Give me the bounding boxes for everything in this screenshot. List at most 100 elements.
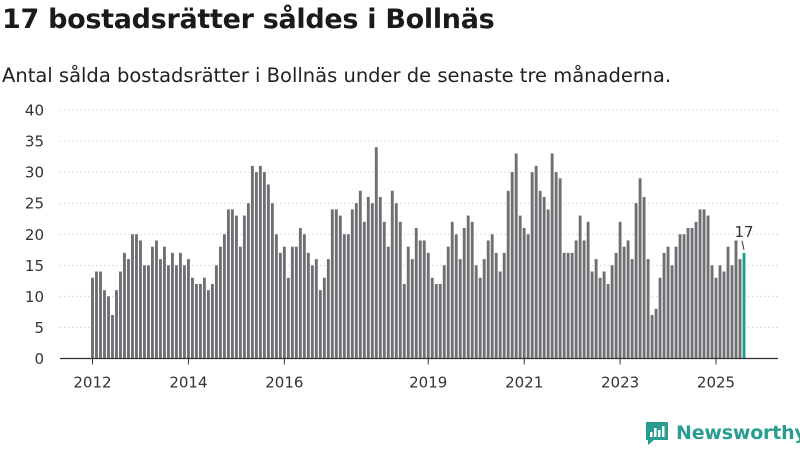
bar [210, 283, 214, 359]
y-tick-label: 10 [25, 288, 44, 306]
bar [610, 265, 614, 359]
bar [558, 178, 562, 359]
bar [406, 246, 410, 359]
bar [350, 209, 354, 359]
bar [226, 209, 230, 359]
bar [334, 209, 338, 359]
bar [354, 203, 358, 359]
bar [550, 153, 554, 359]
bar [726, 246, 730, 359]
bar [722, 271, 726, 359]
bar [682, 234, 686, 359]
y-tick-label: 35 [25, 133, 44, 151]
bar [218, 246, 222, 359]
bar [598, 277, 602, 359]
bar [542, 196, 546, 359]
bar [482, 259, 486, 359]
bar [390, 190, 394, 359]
bar [190, 277, 194, 359]
bar [418, 240, 422, 359]
bar [366, 196, 370, 359]
bar [238, 246, 242, 359]
bar [646, 259, 650, 359]
bar [442, 265, 446, 359]
bar [694, 221, 698, 359]
bar [103, 290, 106, 359]
bar [294, 246, 298, 359]
y-tick-label: 5 [34, 319, 44, 337]
bar [450, 221, 454, 359]
bar [107, 296, 110, 359]
bar [474, 265, 478, 359]
bar [127, 259, 130, 359]
y-tick-label: 40 [25, 102, 44, 120]
brand-name: Newsworthy [676, 422, 800, 444]
chart-subtitle: Antal sålda bostadsrätter i Bollnäs unde… [2, 64, 672, 87]
bar-latest [742, 252, 746, 359]
bar [470, 221, 474, 359]
bar [398, 221, 402, 359]
bar [578, 215, 582, 359]
bar [462, 228, 466, 359]
bar [234, 215, 238, 359]
bar [155, 240, 158, 359]
bar [338, 215, 342, 359]
bar [330, 209, 334, 359]
chart-title: 17 bostadsrätter såldes i Bollnäs [2, 4, 495, 35]
bar [458, 259, 462, 359]
bar [410, 259, 414, 359]
bar [570, 252, 574, 359]
bar [670, 265, 674, 359]
bar [298, 228, 302, 359]
bar [186, 259, 190, 359]
bar [662, 252, 666, 359]
bar [266, 184, 270, 359]
bar [111, 315, 114, 359]
bar [278, 252, 282, 359]
bar [322, 277, 326, 359]
bar [614, 252, 618, 359]
bar [582, 240, 586, 359]
data-labels: 17 [734, 223, 754, 250]
bar [730, 265, 734, 359]
bar [438, 283, 442, 359]
bar [678, 234, 682, 359]
bar [738, 259, 742, 359]
bar [586, 221, 590, 359]
bar [522, 228, 526, 359]
bar [622, 246, 626, 359]
bar [306, 252, 310, 359]
bar [378, 196, 382, 359]
bar [498, 271, 502, 359]
y-tick-label: 20 [25, 226, 44, 244]
bar [690, 228, 694, 359]
bar [446, 246, 450, 359]
bar [147, 265, 150, 359]
y-axis: 0 5 10 15 20 25 30 35 40 [25, 102, 44, 369]
x-tick-label: 2014 [169, 374, 207, 392]
bar [630, 259, 634, 359]
x-tick-label: 2016 [265, 374, 303, 392]
bar [546, 209, 550, 359]
bar [115, 290, 118, 359]
bar [302, 234, 306, 359]
x-tick-label: 2019 [409, 374, 447, 392]
bar [674, 246, 678, 359]
bar [658, 277, 662, 359]
bar [174, 265, 178, 359]
bar [163, 246, 166, 359]
bar [382, 221, 386, 359]
x-tick-label: 2021 [505, 374, 543, 392]
bar [139, 240, 142, 359]
bar [534, 165, 538, 359]
bar [346, 234, 350, 359]
bar [131, 234, 134, 359]
bar [159, 259, 162, 359]
bar [454, 234, 458, 359]
bar [702, 209, 706, 359]
bar [274, 234, 278, 359]
bar [394, 203, 398, 359]
bar [250, 165, 254, 359]
bar [638, 178, 642, 359]
bar [518, 215, 522, 359]
